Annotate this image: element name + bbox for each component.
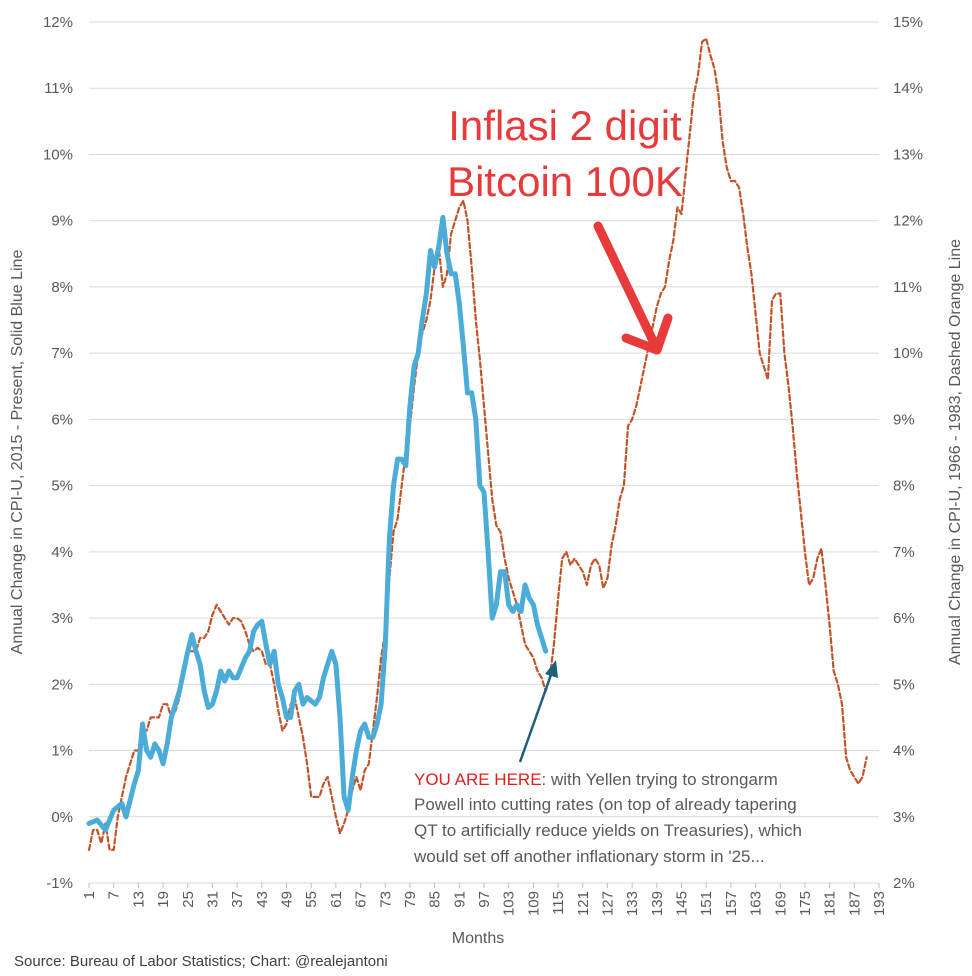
right-tick-label: 14% — [893, 80, 923, 97]
left-tick-label: 5% — [51, 478, 73, 495]
x-tick-label: 31 — [204, 891, 221, 908]
x-tick-label: 151 — [698, 891, 715, 916]
x-tick-label: 7 — [106, 891, 123, 899]
x-tick-label: 37 — [229, 891, 246, 908]
x-tick-label: 181 — [822, 891, 839, 916]
x-tick-label: 109 — [525, 891, 542, 916]
right-tick-label: 3% — [893, 809, 915, 826]
x-tick-label: 25 — [180, 891, 197, 908]
right-tick-label: 12% — [893, 213, 923, 230]
note-line-2: Powell into cutting rates (on top of alr… — [414, 795, 797, 814]
right-tick-label: 9% — [893, 411, 915, 428]
x-axis-ticks: 1 7 13 19 25 31 37 43 49 55 61 67 73 79 85 91 97 103 109 11… — [81, 883, 888, 916]
x-tick-label: 145 — [674, 891, 691, 916]
left-tick-label: 2% — [51, 676, 73, 693]
left-tick-label: 9% — [51, 213, 73, 230]
right-tick-label: 2% — [893, 875, 915, 892]
x-tick-label: 97 — [476, 891, 493, 908]
right-tick-label: 15% — [893, 14, 923, 31]
x-tick-label: 157 — [723, 891, 740, 916]
right-tick-label: 11% — [893, 279, 922, 296]
series-2015-present-solid-line — [86, 214, 549, 833]
right-tick-label: 8% — [893, 478, 915, 495]
pointer-arrow-icon — [518, 660, 558, 763]
x-tick-label: 43 — [254, 891, 271, 908]
gridlines — [89, 21, 879, 884]
left-tick-label: 1% — [51, 743, 73, 760]
x-tick-label: 103 — [501, 891, 518, 916]
right-tick-label: 7% — [893, 544, 915, 561]
left-tick-label: 11% — [44, 80, 73, 97]
x-tick-label: 55 — [303, 891, 320, 908]
note-line-4: would set off another inflationary storm… — [413, 847, 765, 866]
x-tick-label: 73 — [377, 891, 394, 908]
series-lines — [86, 37, 868, 852]
x-tick-label: 13 — [130, 891, 147, 908]
red-arrow-icon — [593, 221, 673, 355]
headline-line-1: Inflasi 2 digit — [448, 102, 682, 149]
left-tick-label: 7% — [51, 345, 73, 362]
x-tick-label: 115 — [550, 891, 567, 915]
left-tick-label: 3% — [51, 610, 73, 627]
note-highlight: YOU ARE HERE — [414, 770, 542, 789]
series-1966-1983-dashed-line — [87, 37, 868, 852]
left-tick-label: 12% — [43, 14, 73, 31]
x-tick-label: 133 — [624, 891, 641, 916]
left-tick-label: 4% — [51, 544, 73, 561]
x-tick-label: 121 — [575, 891, 592, 916]
source-credit: Source: Bureau of Labor Statistics; Char… — [14, 953, 388, 970]
left-tick-label: 0% — [51, 809, 73, 826]
x-tick-label: 139 — [649, 891, 666, 916]
note-line-1-text: : with Yellen trying to strongarm — [542, 770, 778, 789]
x-tick-label: 91 — [451, 891, 468, 908]
x-tick-label: 49 — [279, 891, 296, 908]
x-tick-label: 79 — [402, 891, 419, 908]
x-tick-label: 19 — [155, 891, 172, 908]
left-axis-title: Annual Change in CPI-U, 2015 - Present, … — [9, 250, 26, 655]
left-tick-label: 8% — [51, 279, 73, 296]
x-axis-title: Months — [452, 930, 504, 947]
right-tick-label: 6% — [893, 610, 915, 627]
x-tick-label: 1 — [81, 891, 98, 899]
x-tick-label: 61 — [328, 891, 345, 908]
right-tick-label: 10% — [893, 345, 923, 362]
headline-line-2: Bitcoin 100K — [447, 158, 683, 205]
x-tick-label: 163 — [748, 891, 765, 916]
x-tick-label: 193 — [871, 891, 888, 916]
left-axis-ticks: -1% 0% 1% 2% 3% 4% 5% 6% 7% 8% 9% 10% 11% 12% — [43, 14, 73, 892]
left-tick-label: 6% — [51, 411, 73, 428]
right-tick-label: 13% — [893, 146, 923, 163]
right-axis-title: Annual Change in CPI-U, 1966 - 1983, Das… — [947, 239, 964, 665]
x-tick-label: 85 — [427, 891, 444, 908]
right-tick-label: 4% — [893, 743, 915, 760]
x-tick-label: 67 — [353, 891, 370, 908]
note-line-3: QT to artificially reduce yields on Trea… — [414, 821, 802, 840]
x-tick-label: 169 — [772, 891, 789, 916]
x-tick-label: 175 — [797, 891, 814, 916]
x-tick-label: 127 — [599, 891, 616, 916]
note-line-1: YOU ARE HERE: with Yellen trying to stro… — [414, 770, 778, 789]
left-tick-label: -1% — [46, 875, 73, 892]
right-tick-label: 5% — [893, 676, 915, 693]
x-tick-label: 187 — [846, 891, 863, 916]
left-tick-label: 10% — [43, 146, 73, 163]
right-axis-ticks: 2% 3% 4% 5% 6% 7% 8% 9% 10% 11% 12% 13% 14% 15% — [893, 14, 923, 892]
